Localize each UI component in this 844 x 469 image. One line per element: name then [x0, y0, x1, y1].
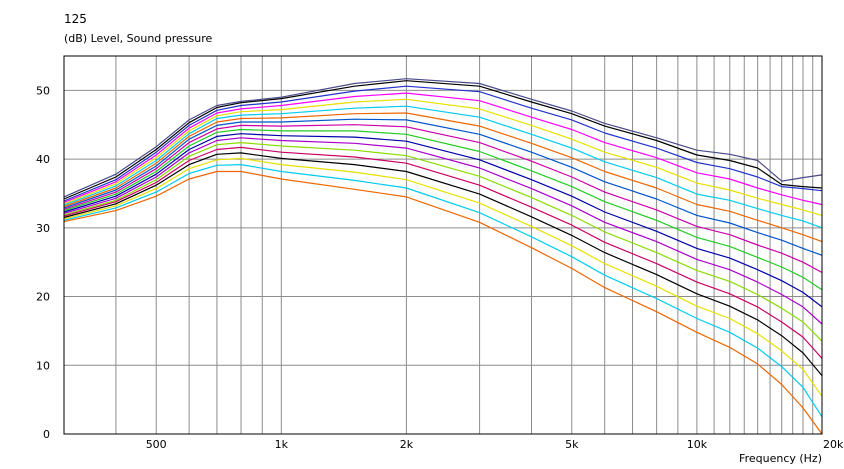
- series-line-9: [63, 124, 823, 274]
- x-tick-label: 500: [146, 438, 167, 451]
- y-tick-label: 20: [36, 291, 50, 304]
- y-axis-label: (dB) Level, Sound pressure: [64, 32, 213, 45]
- series-line-8: [63, 118, 823, 256]
- tick-labels: 0 10 20 30 40 50 500 1k 2k 5k 10k 20k: [36, 84, 844, 451]
- y-tick-label: 10: [36, 359, 50, 372]
- x-tick-label: 2k: [400, 438, 414, 451]
- series-line-18: [63, 170, 823, 435]
- grid-lines: [64, 56, 822, 434]
- y-tick-label: 40: [36, 153, 50, 166]
- series-line-15: [63, 152, 823, 376]
- series-line-5: [63, 98, 823, 216]
- plot-frame: [63, 55, 823, 435]
- series-line-14: [63, 146, 823, 359]
- series-line-10: [63, 128, 823, 291]
- series-lines: [63, 78, 823, 435]
- y-tick-label: 50: [36, 84, 50, 97]
- x-tick-label: 10k: [687, 438, 708, 451]
- series-line-17: [63, 164, 823, 418]
- series-line-4: [63, 92, 823, 206]
- chart-title: 125: [64, 12, 87, 26]
- series-line-2: [63, 80, 823, 200]
- x-tick-label: 20k: [823, 438, 844, 451]
- series-line-12: [63, 137, 823, 325]
- y-tick-label: 30: [36, 222, 50, 235]
- x-tick-label: 5k: [565, 438, 579, 451]
- series-line-16: [63, 157, 823, 397]
- series-line-3: [63, 85, 823, 202]
- series-line-7: [63, 112, 823, 243]
- series-line-13: [63, 142, 823, 342]
- x-axis-label: Frequency (Hz): [739, 452, 822, 465]
- series-line-1: [63, 78, 823, 198]
- series-line-11: [63, 133, 823, 308]
- y-tick-label: 0: [43, 428, 50, 441]
- x-tick-label: 1k: [275, 438, 289, 451]
- series-line-6: [63, 105, 823, 229]
